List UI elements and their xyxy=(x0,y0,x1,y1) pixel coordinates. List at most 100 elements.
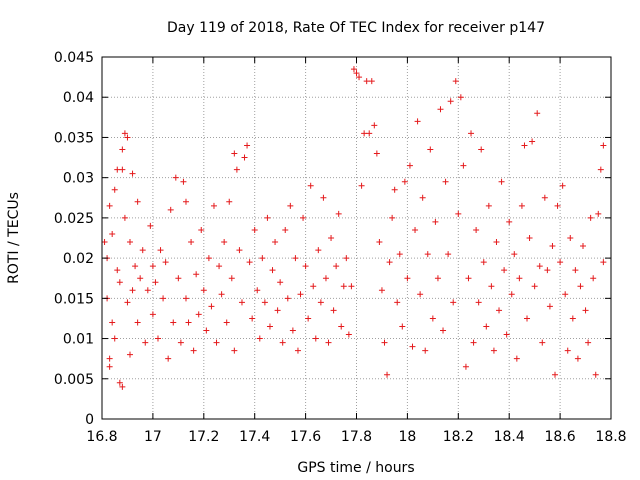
data-point xyxy=(167,206,174,213)
data-point xyxy=(462,363,469,370)
data-point xyxy=(447,98,454,105)
y-tick-label: 0.045 xyxy=(54,50,94,66)
data-point xyxy=(294,347,301,354)
data-point xyxy=(567,235,574,241)
data-point xyxy=(132,263,139,270)
data-point xyxy=(177,339,184,346)
data-point xyxy=(228,275,235,282)
data-point xyxy=(524,315,531,322)
data-point xyxy=(582,307,589,314)
x-tick-label: 17.4 xyxy=(239,429,270,445)
data-point xyxy=(203,327,210,334)
x-tick-label: 17.2 xyxy=(188,429,219,445)
data-point xyxy=(121,130,128,137)
data-point xyxy=(261,299,268,306)
x-tick-label: 18 xyxy=(398,429,416,445)
data-point xyxy=(513,355,520,362)
data-point xyxy=(277,279,284,286)
data-point xyxy=(121,214,128,221)
data-point xyxy=(412,226,419,233)
data-point xyxy=(279,339,286,346)
data-point xyxy=(564,347,571,354)
data-point xyxy=(272,239,279,246)
data-point xyxy=(396,251,403,258)
data-point xyxy=(152,279,159,286)
data-point xyxy=(368,78,375,85)
data-point xyxy=(241,154,248,161)
data-point xyxy=(317,299,324,306)
data-point xyxy=(221,239,228,246)
data-point xyxy=(493,239,500,246)
data-point xyxy=(445,251,452,258)
data-point xyxy=(325,339,332,346)
data-point xyxy=(320,194,327,201)
data-point xyxy=(384,371,391,378)
data-point xyxy=(424,251,431,258)
data-point xyxy=(266,323,273,330)
data-point xyxy=(114,267,121,274)
y-tick-labels: 0 0.005 0.01 0.015 0.02 0.025 0.03 0.035 0.04 0.0… xyxy=(54,50,94,428)
data-point xyxy=(170,319,177,326)
data-point xyxy=(442,178,449,185)
data-point xyxy=(106,202,113,209)
data-point xyxy=(378,287,385,294)
data-point xyxy=(434,275,441,282)
data-point xyxy=(536,263,543,270)
data-point xyxy=(399,323,406,330)
data-point xyxy=(129,170,136,177)
data-point xyxy=(585,339,592,346)
data-point xyxy=(511,251,518,258)
data-point xyxy=(251,226,258,233)
data-point xyxy=(541,194,548,201)
data-point xyxy=(597,166,604,173)
data-point xyxy=(109,230,116,237)
data-point xyxy=(501,267,508,274)
data-point xyxy=(557,259,564,266)
data-point xyxy=(188,239,195,246)
data-point xyxy=(300,214,307,221)
data-point xyxy=(124,134,131,141)
x-tick-label: 17.6 xyxy=(290,429,321,445)
data-point xyxy=(480,259,487,266)
data-point xyxy=(559,182,566,189)
data-point xyxy=(185,319,192,326)
x-tick-label: 16.8 xyxy=(86,429,117,445)
data-point xyxy=(457,94,464,101)
x-tick-labels: 16.8 17 17.2 17.4 17.6 17.8 18 18.2 18.4 18.6 18.8 xyxy=(86,429,626,445)
data-point xyxy=(450,299,457,306)
data-point xyxy=(114,166,121,173)
data-point xyxy=(116,279,123,286)
data-point xyxy=(269,267,276,274)
data-point xyxy=(238,299,245,306)
data-point xyxy=(539,339,546,346)
data-point xyxy=(546,303,553,310)
data-point xyxy=(106,363,113,370)
data-point xyxy=(287,202,294,209)
data-point xyxy=(180,178,187,185)
data-point xyxy=(595,210,602,217)
data-point xyxy=(160,295,167,302)
data-point xyxy=(162,259,169,266)
data-point xyxy=(312,335,319,342)
data-point xyxy=(429,315,436,322)
y-axis-label: ROTI / TECUs xyxy=(6,192,22,284)
data-point xyxy=(389,214,396,221)
data-point xyxy=(264,214,271,221)
data-point xyxy=(437,106,444,113)
data-point xyxy=(406,162,413,169)
y-tick-label: 0.02 xyxy=(63,251,94,267)
data-point xyxy=(432,218,439,225)
data-point xyxy=(475,299,482,306)
data-point xyxy=(198,226,205,233)
data-point xyxy=(289,327,296,334)
data-point xyxy=(587,214,594,221)
data-point xyxy=(485,202,492,209)
data-point xyxy=(338,323,345,330)
data-point xyxy=(244,142,251,149)
data-point xyxy=(182,198,189,205)
x-tick-label: 17 xyxy=(144,429,162,445)
data-point xyxy=(111,186,118,193)
data-point xyxy=(386,259,393,266)
data-point xyxy=(190,347,197,354)
data-point xyxy=(460,162,467,169)
